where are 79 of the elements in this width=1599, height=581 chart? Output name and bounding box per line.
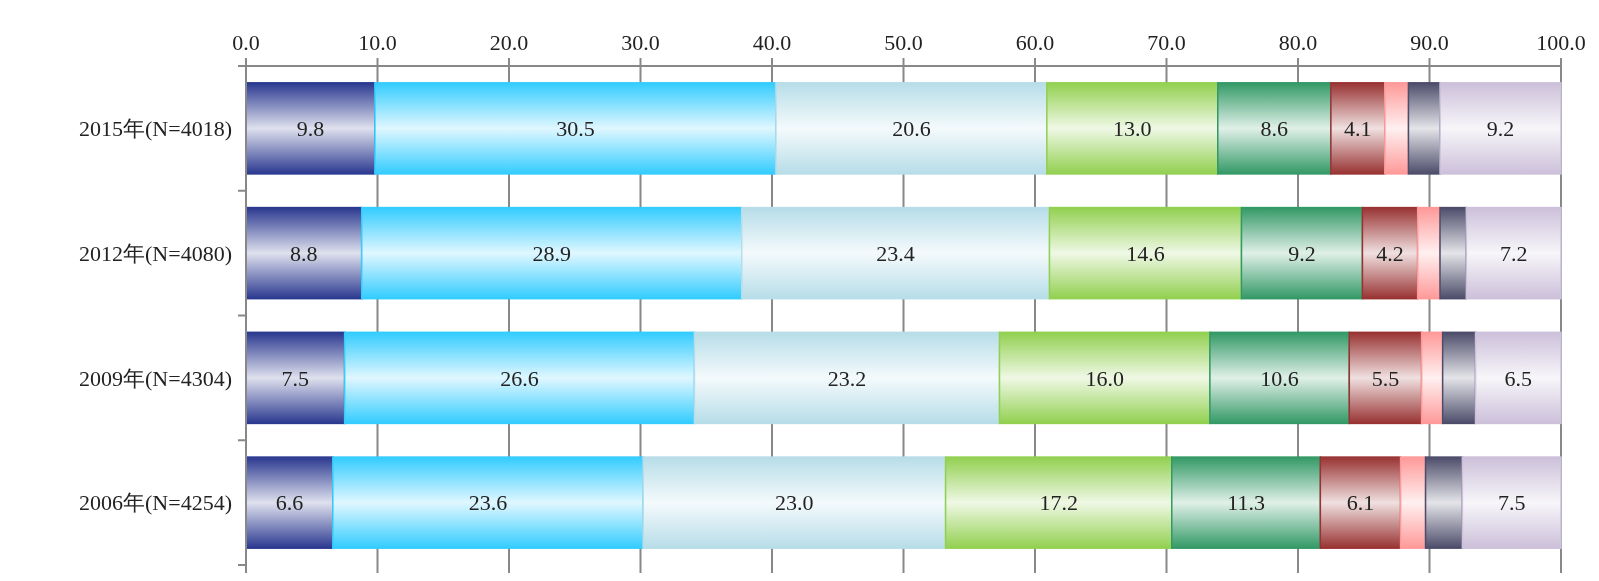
bar — [1209, 331, 1351, 425]
x-tick-label: 40.0 — [752, 30, 792, 55]
x-tick-label: 80.0 — [1278, 30, 1318, 55]
y-tick-label: 2012年(N=4080) — [79, 240, 232, 266]
data-label: 23.0 — [775, 490, 814, 516]
bar — [1416, 206, 1441, 300]
data-label: 9.2 — [1288, 240, 1316, 266]
data-label: 6.1 — [1346, 490, 1375, 516]
data-label: 6.5 — [1504, 365, 1533, 391]
bar — [245, 206, 363, 300]
bar — [998, 331, 1211, 425]
x-tick-label: 70.0 — [1147, 30, 1186, 55]
bar — [1240, 206, 1364, 300]
bar — [1465, 206, 1562, 300]
bar — [1399, 456, 1427, 549]
bar — [1330, 82, 1386, 175]
bar — [1217, 82, 1332, 175]
x-tick-label: 30.0 — [621, 30, 660, 55]
data-label: 17.2 — [1039, 490, 1078, 516]
x-tick-label: 10.0 — [358, 30, 397, 55]
data-label: 6.6 — [275, 490, 304, 516]
data-label: 23.4 — [876, 240, 915, 266]
bar — [1424, 456, 1464, 549]
data-label: 8.6 — [1260, 116, 1289, 142]
data-label: 11.3 — [1227, 490, 1265, 516]
data-label: 7.2 — [1499, 240, 1528, 266]
bar — [1384, 82, 1410, 175]
bar — [1407, 82, 1441, 175]
data-label: 8.8 — [290, 240, 318, 266]
bar — [693, 331, 1001, 425]
x-tick-label: 0.0 — [232, 30, 260, 55]
bar — [1046, 82, 1219, 175]
bar — [1361, 206, 1419, 300]
bar — [343, 331, 696, 425]
bar — [1319, 456, 1402, 549]
x-tick-label: 20.0 — [489, 30, 529, 55]
y-tick-label: 2009年(N=4304) — [79, 365, 232, 391]
data-label: 14.6 — [1126, 240, 1165, 266]
bar — [245, 331, 346, 425]
bar — [1439, 206, 1468, 300]
data-label: 9.8 — [296, 116, 325, 142]
bar — [1441, 331, 1477, 425]
data-label: 30.5 — [556, 116, 595, 142]
bar — [775, 82, 1048, 175]
data-label: 23.2 — [827, 365, 867, 391]
bar — [360, 206, 743, 300]
bar — [245, 456, 334, 549]
bar — [374, 82, 777, 175]
y-tick-label: 2015年(N=4018) — [79, 116, 232, 142]
data-label: 4.1 — [1344, 116, 1372, 142]
bar — [1420, 331, 1444, 425]
x-tick-label: 90.0 — [1410, 30, 1449, 55]
data-label: 10.6 — [1260, 365, 1299, 391]
y-tick-label: 2006年(N=4254) — [79, 490, 232, 516]
data-label: 9.2 — [1486, 116, 1515, 142]
bar — [245, 82, 376, 175]
bar — [332, 456, 644, 549]
bar — [1171, 456, 1322, 549]
data-label: 7.5 — [281, 365, 310, 391]
x-tick-label: 50.0 — [884, 30, 923, 55]
bar — [741, 206, 1051, 300]
bar — [1461, 456, 1562, 549]
x-tick-label: 60.0 — [1015, 30, 1055, 55]
data-label: 28.9 — [532, 240, 571, 266]
bar — [944, 456, 1173, 549]
data-label: 5.5 — [1371, 365, 1400, 391]
bar — [1048, 206, 1243, 300]
data-label: 16.0 — [1085, 365, 1124, 391]
bar — [1439, 82, 1562, 175]
data-label: 23.6 — [468, 490, 508, 516]
data-label: 20.6 — [892, 116, 931, 142]
bar — [1348, 331, 1423, 425]
data-label: 13.0 — [1113, 116, 1152, 142]
data-label: 4.2 — [1376, 240, 1404, 266]
x-tick-label: 100.0 — [1536, 30, 1586, 55]
bar — [642, 456, 947, 549]
data-label: 26.6 — [500, 365, 539, 391]
data-label: 7.5 — [1497, 490, 1526, 516]
bar — [1474, 331, 1562, 425]
